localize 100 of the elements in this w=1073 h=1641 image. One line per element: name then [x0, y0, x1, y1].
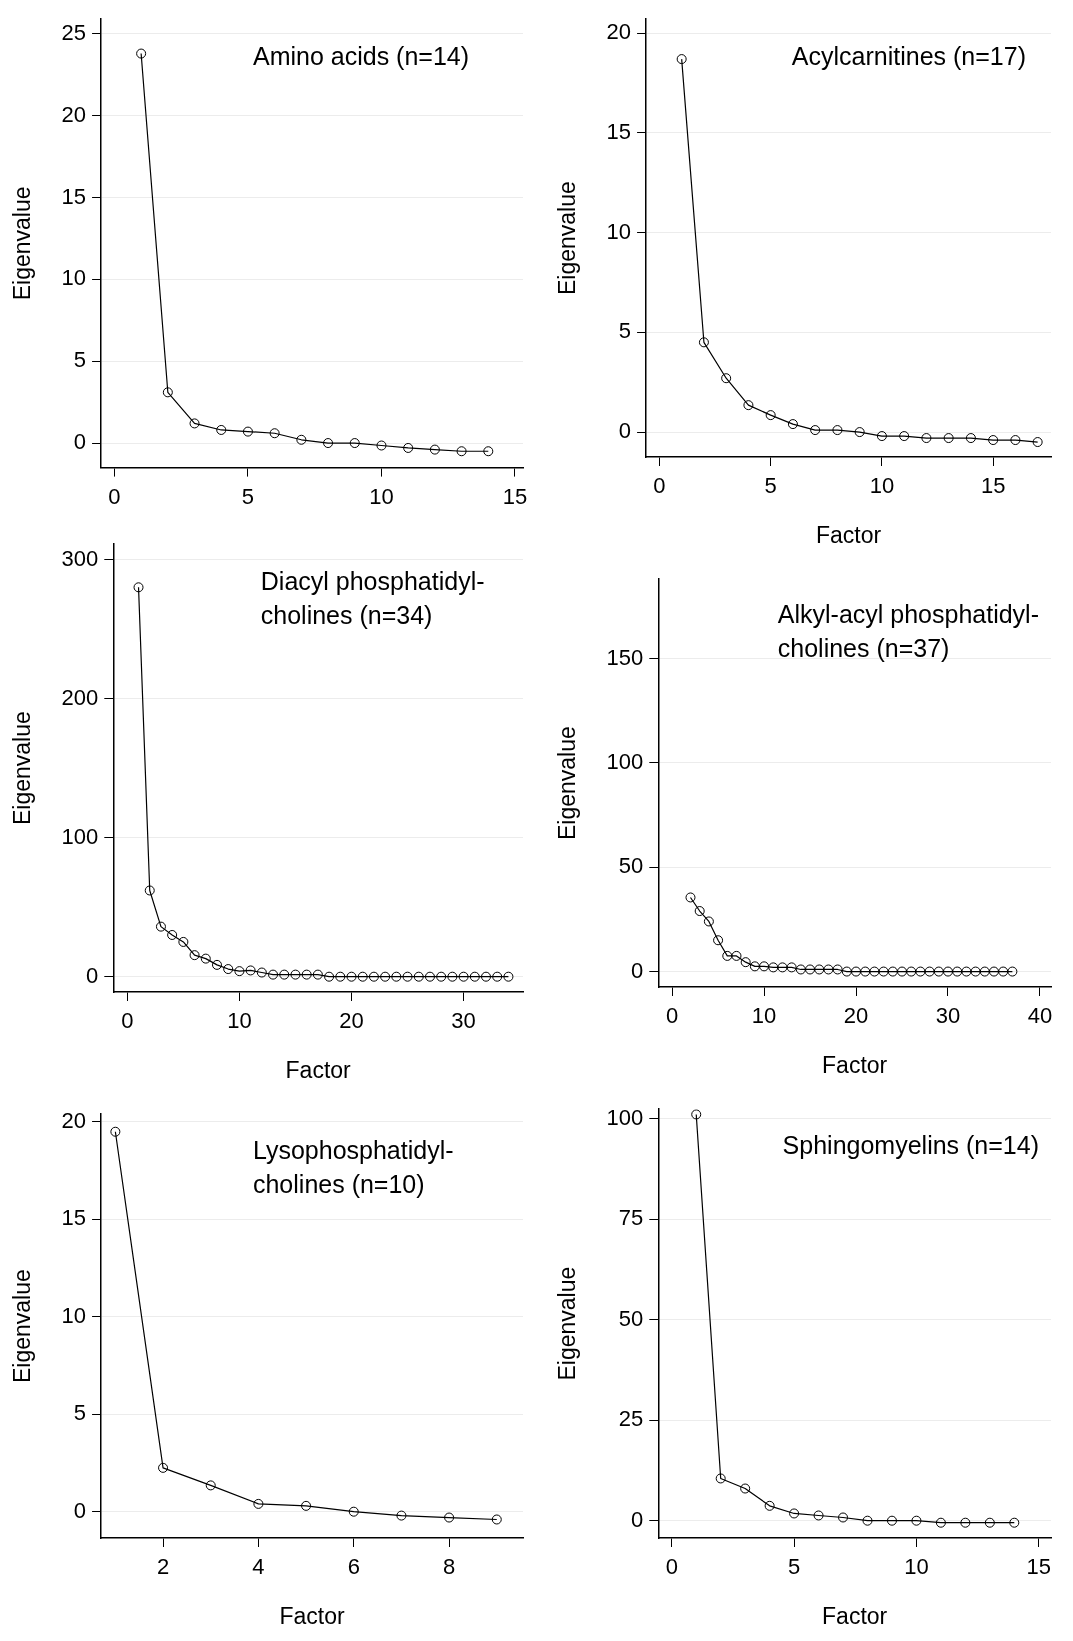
x-axis-title: Factor	[285, 1056, 352, 1083]
point	[897, 966, 908, 977]
point	[503, 971, 514, 982]
point	[841, 966, 852, 977]
point	[876, 431, 887, 442]
point	[765, 410, 776, 421]
point	[1009, 1517, 1020, 1528]
point	[764, 1500, 775, 1511]
point	[312, 969, 323, 980]
point	[234, 966, 245, 977]
y-tick-label: 150	[606, 644, 644, 670]
x-tick-label: 0	[653, 473, 666, 499]
point	[768, 962, 779, 973]
point	[878, 966, 889, 977]
y-tick-label: 5	[618, 318, 632, 344]
point	[335, 971, 346, 982]
point	[899, 431, 910, 442]
point	[447, 971, 458, 982]
point	[133, 582, 144, 593]
y-tick-label: 50	[618, 853, 644, 879]
annotation: Diacyl phosphatidyl-cholines (n=34)	[260, 567, 485, 630]
point	[777, 962, 788, 973]
point	[481, 971, 492, 982]
y-axis-title: Eigenvalue	[9, 1269, 36, 1384]
y-tick-label: 10	[606, 218, 632, 244]
x-tick-label: 15	[1026, 1554, 1052, 1580]
point	[935, 1517, 946, 1528]
y-axis-title: Eigenvalue	[554, 726, 581, 841]
point	[242, 426, 253, 437]
point	[886, 1515, 897, 1526]
point	[491, 1514, 502, 1525]
y-axis-title: Eigenvalue	[9, 711, 36, 826]
point	[144, 885, 155, 896]
point	[787, 419, 798, 430]
point	[492, 971, 503, 982]
point	[970, 966, 981, 977]
point	[211, 959, 222, 970]
point	[469, 971, 480, 982]
annotation: Acylcarnitines (n=17)	[791, 41, 1026, 70]
point	[715, 1473, 726, 1484]
y-tick-label: 15	[606, 118, 632, 144]
point	[915, 966, 926, 977]
point	[943, 966, 953, 977]
point	[456, 446, 467, 457]
point	[357, 971, 368, 982]
point	[403, 442, 414, 453]
point	[988, 966, 999, 977]
point	[759, 961, 770, 972]
annotation: Alkyl-acyl phosphatidyl-cholines (n=37)	[777, 600, 1039, 663]
point	[158, 1462, 169, 1473]
point	[832, 964, 843, 975]
x-tick-label: 40	[1027, 1003, 1053, 1029]
y-tick-label: 0	[631, 957, 644, 983]
point	[749, 961, 760, 972]
point	[786, 962, 797, 973]
point	[860, 966, 871, 977]
point	[823, 964, 834, 975]
point	[162, 387, 173, 398]
point	[685, 892, 696, 903]
point	[810, 425, 821, 436]
x-tick-label: 20	[339, 1008, 364, 1034]
point	[838, 1512, 849, 1523]
point	[911, 1515, 922, 1526]
x-axis-title: Factor	[822, 1051, 888, 1078]
point	[253, 1498, 264, 1509]
point	[1032, 437, 1043, 448]
x-axis-title: Factor	[822, 1602, 888, 1629]
y-tick-label: 0	[73, 1497, 87, 1523]
point	[429, 444, 440, 455]
x-tick-label: 5	[764, 473, 777, 499]
x-tick-label: 5	[241, 483, 255, 509]
point	[851, 966, 862, 977]
point	[349, 438, 360, 449]
point	[933, 966, 944, 977]
point	[789, 1508, 800, 1519]
point	[1007, 966, 1018, 977]
point	[324, 971, 335, 982]
x-tick-label: 10	[369, 483, 394, 509]
point	[694, 906, 705, 917]
point	[155, 921, 166, 932]
x-tick-label: 4	[252, 1554, 265, 1580]
point	[998, 966, 1009, 977]
point	[110, 1126, 121, 1137]
point	[205, 1480, 216, 1491]
point	[245, 965, 256, 976]
annotation: Sphingomyelins (n=14)	[782, 1131, 1040, 1160]
x-tick-label: 10	[227, 1008, 252, 1034]
point	[731, 950, 742, 961]
y-tick-label: 25	[618, 1406, 644, 1432]
point	[703, 916, 714, 927]
point	[189, 950, 200, 961]
y-tick-label: 100	[61, 823, 99, 849]
point	[279, 969, 290, 980]
point	[676, 54, 687, 65]
point	[795, 964, 806, 975]
point	[483, 446, 494, 457]
point	[346, 971, 357, 982]
y-tick-label: 0	[73, 429, 87, 455]
point	[323, 438, 334, 449]
point	[740, 1483, 751, 1494]
